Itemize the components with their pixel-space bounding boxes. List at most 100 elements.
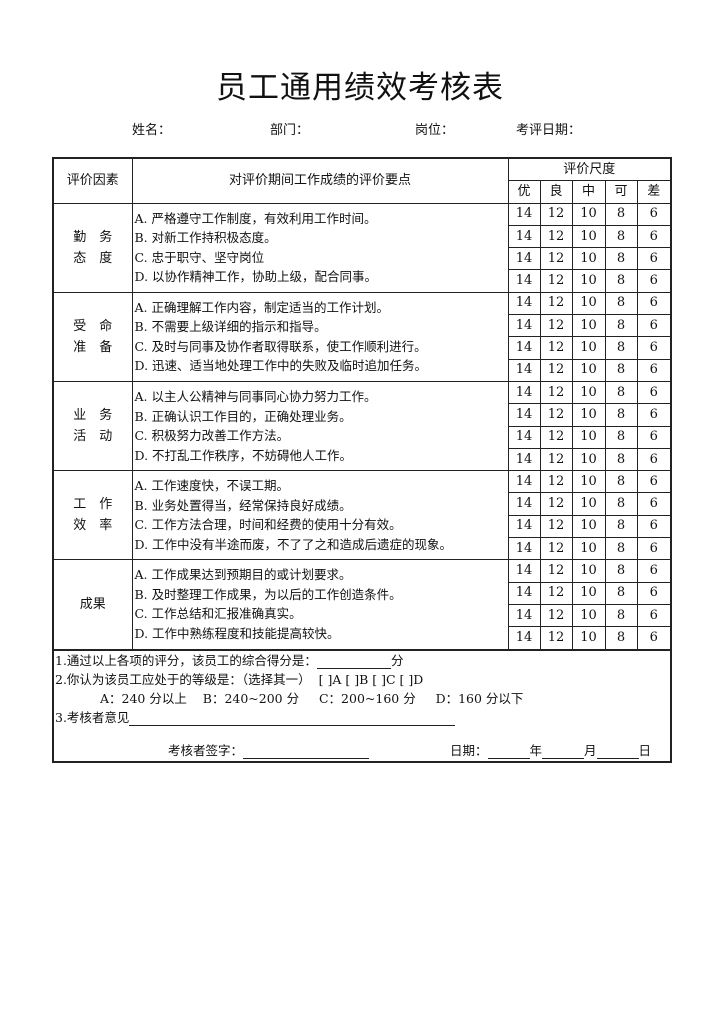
score-cell[interactable]: 8	[604, 470, 638, 494]
score-cell[interactable]: 12	[539, 403, 573, 427]
score-cell[interactable]: 6	[636, 291, 672, 316]
score-cell[interactable]: 14	[507, 247, 541, 271]
score-cell[interactable]: 14	[507, 358, 541, 382]
score-cell[interactable]: 10	[571, 537, 606, 561]
score-cell[interactable]: 6	[636, 626, 672, 651]
score-cell[interactable]: 14	[507, 403, 541, 427]
score-cell[interactable]: 14	[507, 202, 541, 226]
score-cell[interactable]: 8	[604, 559, 638, 583]
score-cell[interactable]: 6	[636, 202, 672, 226]
score-cell[interactable]: 8	[604, 314, 638, 338]
score-cell[interactable]: 10	[571, 336, 606, 360]
score-cell[interactable]: 6	[636, 358, 672, 382]
score-cell[interactable]: 8	[604, 425, 638, 449]
score-cell[interactable]: 8	[604, 269, 638, 293]
score-cell[interactable]: 8	[604, 224, 638, 249]
score-cell[interactable]: 6	[636, 492, 672, 516]
score-cell[interactable]: 12	[539, 470, 573, 494]
score-cell[interactable]: 8	[604, 358, 638, 382]
score-cell[interactable]: 12	[539, 358, 573, 382]
score-cell[interactable]: 14	[507, 581, 541, 605]
score-cell[interactable]: 10	[571, 358, 606, 382]
score-cell[interactable]: 8	[604, 336, 638, 360]
score-cell[interactable]: 6	[636, 559, 672, 583]
score-cell[interactable]: 10	[571, 470, 606, 494]
score-cell[interactable]: 14	[507, 492, 541, 516]
score-cell[interactable]: 6	[636, 224, 672, 249]
score-cell[interactable]: 12	[539, 247, 573, 271]
score-cell[interactable]: 6	[636, 581, 672, 605]
score-cell[interactable]: 14	[507, 336, 541, 360]
score-cell[interactable]: 12	[539, 537, 573, 561]
score-cell[interactable]: 12	[539, 314, 573, 338]
score-cell[interactable]: 10	[571, 603, 606, 628]
score-cell[interactable]: 8	[604, 537, 638, 561]
score-cell[interactable]: 10	[571, 425, 606, 449]
score-cell[interactable]: 12	[539, 514, 573, 539]
total-score-field[interactable]	[316, 654, 391, 669]
score-cell[interactable]: 14	[507, 291, 541, 316]
signature-field[interactable]	[243, 744, 370, 759]
score-cell[interactable]: 14	[507, 447, 541, 472]
score-cell[interactable]: 10	[571, 581, 606, 605]
score-cell[interactable]: 8	[604, 581, 638, 605]
score-cell[interactable]: 8	[604, 514, 638, 539]
score-cell[interactable]: 14	[507, 314, 541, 338]
day-field[interactable]	[596, 744, 639, 759]
score-cell[interactable]: 6	[636, 380, 672, 405]
score-cell[interactable]: 10	[571, 224, 606, 249]
score-cell[interactable]: 12	[539, 269, 573, 293]
score-cell[interactable]: 12	[539, 380, 573, 405]
reviewer-opinion-field[interactable]	[129, 711, 456, 726]
score-cell[interactable]: 10	[571, 492, 606, 516]
score-cell[interactable]: 12	[539, 425, 573, 449]
score-cell[interactable]: 6	[636, 447, 672, 472]
score-cell[interactable]: 12	[539, 336, 573, 360]
score-cell[interactable]: 6	[636, 425, 672, 449]
score-cell[interactable]: 12	[539, 626, 573, 651]
score-cell[interactable]: 12	[539, 603, 573, 628]
score-cell[interactable]: 8	[604, 403, 638, 427]
score-cell[interactable]: 8	[604, 492, 638, 516]
score-cell[interactable]: 6	[636, 537, 672, 561]
score-cell[interactable]: 12	[539, 224, 573, 249]
score-cell[interactable]: 6	[636, 314, 672, 338]
score-cell[interactable]: 6	[636, 247, 672, 271]
score-cell[interactable]: 6	[636, 603, 672, 628]
score-cell[interactable]: 10	[571, 291, 606, 316]
score-cell[interactable]: 10	[571, 314, 606, 338]
score-cell[interactable]: 12	[539, 581, 573, 605]
score-cell[interactable]: 8	[604, 447, 638, 472]
score-cell[interactable]: 14	[507, 380, 541, 405]
score-cell[interactable]: 10	[571, 447, 606, 472]
score-cell[interactable]: 12	[539, 559, 573, 583]
score-cell[interactable]: 10	[571, 514, 606, 539]
score-cell[interactable]: 12	[539, 202, 573, 226]
year-field[interactable]	[487, 744, 530, 759]
score-cell[interactable]: 14	[507, 537, 541, 561]
score-cell[interactable]: 6	[636, 470, 672, 494]
score-cell[interactable]: 10	[571, 202, 606, 226]
score-cell[interactable]: 12	[539, 447, 573, 472]
score-cell[interactable]: 6	[636, 269, 672, 293]
score-cell[interactable]: 6	[636, 336, 672, 360]
score-cell[interactable]: 10	[571, 247, 606, 271]
month-field[interactable]	[542, 744, 585, 759]
score-cell[interactable]: 6	[636, 514, 672, 539]
q2-grade-choice[interactable]: 2.你认为该员工应处于的等级是：（选择其一） [ ]A [ ]B [ ]C [ …	[55, 672, 424, 687]
score-cell[interactable]: 14	[507, 603, 541, 628]
score-cell[interactable]: 8	[604, 603, 638, 628]
score-cell[interactable]: 8	[604, 291, 638, 316]
score-cell[interactable]: 14	[507, 425, 541, 449]
score-cell[interactable]: 12	[539, 492, 573, 516]
score-cell[interactable]: 6	[636, 403, 672, 427]
score-cell[interactable]: 14	[507, 224, 541, 249]
score-cell[interactable]: 14	[507, 514, 541, 539]
score-cell[interactable]: 8	[604, 247, 638, 271]
score-cell[interactable]: 10	[571, 403, 606, 427]
score-cell[interactable]: 10	[571, 269, 606, 293]
score-cell[interactable]: 8	[604, 380, 638, 405]
score-cell[interactable]: 14	[507, 269, 541, 293]
score-cell[interactable]: 14	[507, 559, 541, 583]
score-cell[interactable]: 10	[571, 380, 606, 405]
